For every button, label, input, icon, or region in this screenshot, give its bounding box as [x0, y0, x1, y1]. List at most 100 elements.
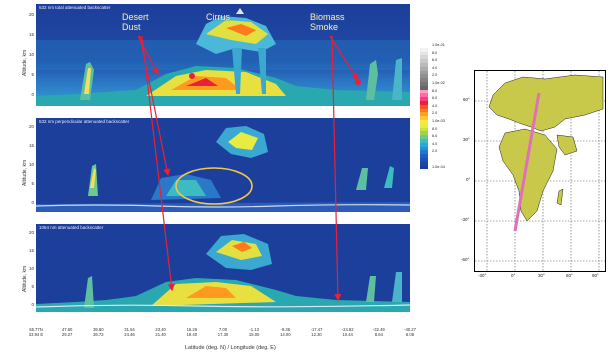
y-tick: 20 [28, 230, 34, 235]
x-tick-lon: 24.46 [124, 332, 135, 337]
map-lat-label: 30° [463, 137, 470, 142]
map-lon-label: -30° [478, 273, 487, 278]
y-tick: 10 [28, 52, 34, 57]
x-tick-lon: 29.27 [61, 332, 73, 337]
x-tick-lon: 26.72 [93, 332, 104, 337]
ground-track-map [474, 70, 606, 272]
map-lat-label: -30° [461, 217, 470, 222]
colorbar-label: 1.0e-02 [432, 81, 445, 85]
map-lat-label: 60° [463, 97, 470, 102]
y-tick: 10 [28, 162, 34, 167]
callout-biomass-smoke: Biomass Smoke [310, 12, 345, 32]
x-tick-lat: 31.54 [124, 327, 135, 332]
x-tick-lon: 19.40 [186, 332, 198, 337]
colorbar-swatch [420, 44, 428, 48]
y-tick: 0 [31, 302, 34, 307]
colorbar-swatch [420, 89, 428, 94]
colorbar [420, 44, 428, 170]
x-tick-lon: 12.30 [311, 332, 322, 337]
colorbar-label: 2.0 [432, 111, 438, 116]
x-tick: 15.26 19.40 [180, 327, 204, 337]
colorbar-swatch [420, 138, 428, 143]
x-tick: -9.36 14.00 [273, 327, 297, 337]
y-tick: 20 [28, 12, 34, 17]
colorbar-label: 2.0 [432, 149, 438, 154]
x-tick: -1.13 15.00 [242, 327, 266, 337]
colorbar-label: 8.0 [432, 50, 438, 55]
y-tick: 5 [31, 181, 34, 186]
x-tick: -32.49 8.64 [367, 327, 391, 337]
colorbar-swatch [420, 142, 428, 147]
panel-title: 532 nm perpendicular attenuated backscat… [39, 119, 130, 124]
colorbar-swatch [420, 85, 428, 90]
map-africa [498, 128, 558, 222]
callout-smoke: Smoke [310, 22, 339, 32]
colorbar-label: 8.0 [432, 88, 438, 93]
colorbar-label: 2.0 [432, 73, 438, 78]
colorbar-swatch [420, 47, 428, 52]
x-tick-lat: 23.40 [155, 327, 166, 332]
colorbar-swatch [420, 59, 428, 63]
callout-biomass: Biomass [310, 12, 345, 22]
y-tick: 15 [28, 248, 34, 253]
colorbar-swatch [420, 123, 428, 128]
colorbar-label: 4.0 [432, 141, 438, 146]
colorbar-swatch [420, 157, 428, 162]
x-tick-lat: 15.26 [186, 327, 198, 332]
x-tick: -17.47 12.30 [305, 327, 329, 337]
colorbar-swatch [420, 97, 428, 101]
x-tick-lon: 21.40 [155, 332, 166, 337]
colorbar-swatch [420, 70, 428, 75]
map-lon-label: 30° [538, 273, 545, 278]
panel-perpendicular-backscatter: 532 nm perpendicular attenuated backscat… [36, 118, 410, 212]
colorbar-swatch [420, 127, 428, 132]
colorbar-swatch [420, 108, 428, 113]
map-madagascar [556, 188, 564, 206]
y-tick: 5 [31, 284, 34, 289]
colorbar-swatch [420, 119, 428, 124]
x-tick: 39.60 26.72 [86, 327, 110, 337]
x-tick: 23.40 21.40 [149, 327, 173, 337]
map-lon-label: 90° [592, 273, 599, 278]
x-tick: 47.60 29.27 [55, 327, 79, 337]
map-lon-label: 0° [511, 273, 516, 278]
y-tick: 10 [28, 266, 34, 271]
colorbar-label: 6.0 [432, 134, 438, 139]
map-image [475, 71, 605, 271]
colorbar-label: 1.0e-01 [432, 43, 445, 47]
panel-1064-image [36, 224, 410, 312]
x-tick: -40.27 6.08 [398, 327, 422, 337]
x-tick-lon: 15.00 [248, 332, 260, 337]
x-axis-label: Latitude (deg. N) / Longitude (deg. E) [185, 345, 276, 351]
colorbar-swatch [420, 165, 428, 170]
x-tick-lon: 33.94 E [28, 332, 44, 337]
colorbar-swatch [420, 161, 428, 166]
colorbar-label: 4.0 [432, 65, 438, 70]
x-tick-lat: 7.00 [218, 327, 228, 332]
colorbar-swatch [420, 93, 428, 98]
callout-desert: Desert [122, 12, 149, 22]
x-tick: -24.82 10.44 [336, 327, 360, 337]
satellite-track [513, 92, 541, 232]
x-tick-lat: -32.49 [372, 327, 385, 332]
x-tick-lat: -17.47 [310, 327, 323, 332]
colorbar-swatch [420, 131, 428, 136]
x-tick-lon: 14.00 [280, 332, 291, 337]
map-lat-label: -60° [461, 257, 470, 262]
x-tick-lon: 6.08 [405, 332, 415, 337]
colorbar-label: 1.0e-03 [432, 119, 445, 123]
colorbar-swatch [420, 51, 428, 56]
colorbar-swatch [420, 100, 428, 105]
colorbar-swatch [420, 116, 428, 120]
y-tick: 15 [28, 32, 34, 37]
panel-title: 532 nm total attenuated backscatter [39, 5, 111, 10]
colorbar-swatch [420, 74, 428, 79]
y-tick: 15 [28, 143, 34, 148]
colorbar-label: 4.0 [432, 103, 438, 108]
map-eurasia [488, 74, 604, 132]
x-tick: 55.77N 33.94 E [24, 327, 48, 337]
colorbar-label: 1.0e-04 [432, 164, 445, 169]
colorbar-swatch [420, 66, 428, 71]
x-tick: 31.54 24.46 [118, 327, 142, 337]
y-tick: 20 [28, 124, 34, 129]
